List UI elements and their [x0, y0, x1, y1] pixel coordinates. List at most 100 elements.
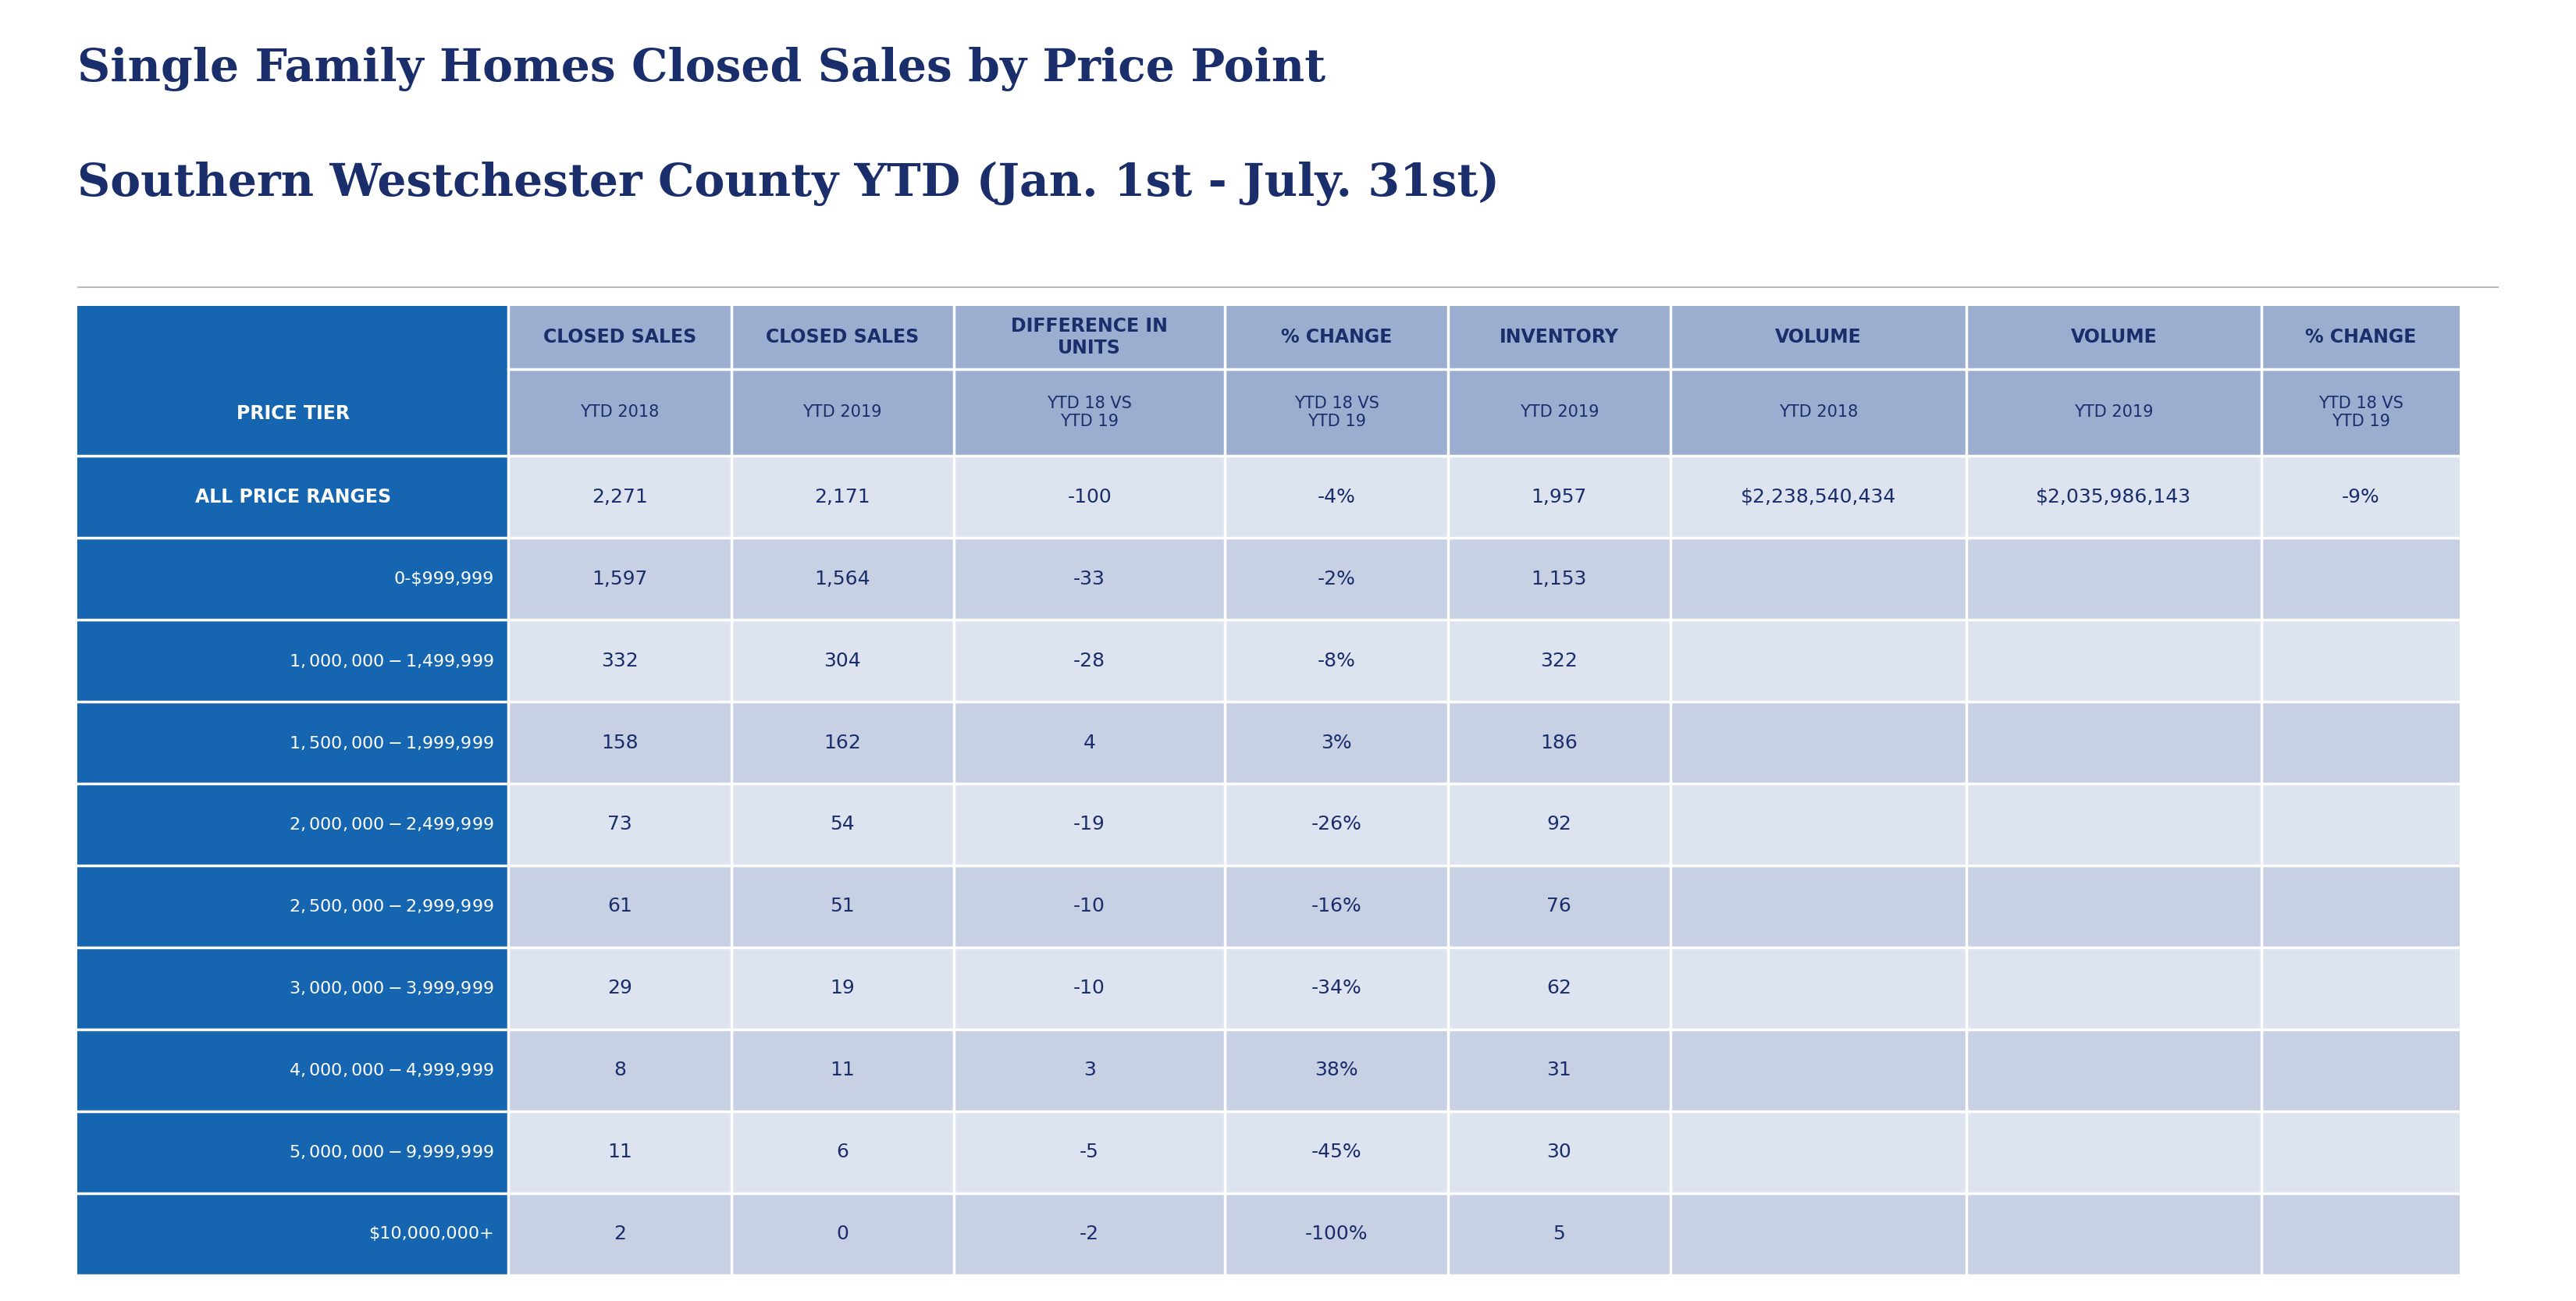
Text: -8%: -8% — [1316, 652, 1355, 670]
Bar — [2262, 865, 2460, 947]
Bar — [953, 701, 1226, 783]
Bar — [1226, 1111, 1448, 1193]
Bar — [732, 701, 953, 783]
Bar — [1226, 783, 1448, 865]
Bar — [2262, 455, 2460, 537]
Text: 11: 11 — [608, 1142, 631, 1162]
Text: -9%: -9% — [2342, 488, 2380, 506]
Bar — [1672, 947, 1965, 1029]
Text: 158: 158 — [600, 734, 639, 752]
Text: 19: 19 — [829, 978, 855, 998]
Bar — [2262, 947, 2460, 1029]
Bar — [1226, 1029, 1448, 1111]
Bar — [953, 1193, 1226, 1275]
Bar — [2262, 306, 2460, 368]
Bar — [77, 619, 507, 701]
Text: $4,000,000 - $4,999,999: $4,000,000 - $4,999,999 — [289, 1062, 495, 1079]
Bar — [953, 947, 1226, 1029]
Text: $1,000,000 - $1,499,999: $1,000,000 - $1,499,999 — [289, 652, 495, 669]
Bar — [77, 1029, 507, 1111]
Bar — [1672, 368, 1965, 455]
Text: 304: 304 — [824, 652, 860, 670]
Bar — [1672, 1193, 1965, 1275]
Bar — [1448, 865, 1672, 947]
Text: 38%: 38% — [1314, 1060, 1358, 1080]
Text: $2,500,000 - $2,999,999: $2,500,000 - $2,999,999 — [289, 898, 495, 915]
Bar — [732, 619, 953, 701]
Bar — [732, 455, 953, 537]
Bar — [1226, 306, 1448, 368]
Bar — [507, 783, 732, 865]
Text: -2: -2 — [1079, 1224, 1100, 1244]
Text: YTD 18 VS
YTD 19: YTD 18 VS YTD 19 — [2318, 396, 2403, 429]
Text: 2,271: 2,271 — [592, 488, 647, 506]
Bar — [732, 865, 953, 947]
Text: 322: 322 — [1540, 652, 1579, 670]
Text: 73: 73 — [608, 816, 631, 834]
Text: -4%: -4% — [1316, 488, 1355, 506]
Text: -16%: -16% — [1311, 898, 1363, 916]
Bar — [1226, 947, 1448, 1029]
Bar — [732, 1193, 953, 1275]
Text: INVENTORY: INVENTORY — [1499, 328, 1618, 346]
Bar — [2262, 783, 2460, 865]
Bar — [1226, 1193, 1448, 1275]
Bar — [507, 619, 732, 701]
Text: 6: 6 — [837, 1142, 848, 1162]
Text: $2,238,540,434: $2,238,540,434 — [1741, 488, 1896, 506]
Bar — [2262, 1029, 2460, 1111]
Bar — [507, 455, 732, 537]
Text: 1,564: 1,564 — [814, 570, 871, 588]
Text: 3: 3 — [1084, 1060, 1095, 1080]
Bar — [1672, 619, 1965, 701]
Text: -33: -33 — [1074, 570, 1105, 588]
Bar — [1965, 368, 2262, 455]
Bar — [507, 1111, 732, 1193]
Bar — [1672, 783, 1965, 865]
Bar — [1965, 306, 2262, 368]
Text: Southern Westchester County YTD (Jan. 1st - July. 31st): Southern Westchester County YTD (Jan. 1s… — [77, 161, 1499, 206]
Text: -26%: -26% — [1311, 816, 1363, 834]
Text: 162: 162 — [824, 734, 860, 752]
Text: 76: 76 — [1546, 898, 1571, 916]
Bar — [507, 865, 732, 947]
Bar — [1965, 865, 2262, 947]
Bar — [2262, 1111, 2460, 1193]
Bar — [507, 537, 732, 619]
Text: -34%: -34% — [1311, 978, 1363, 998]
Bar — [732, 783, 953, 865]
Text: 5: 5 — [1553, 1224, 1566, 1244]
Bar — [1226, 701, 1448, 783]
Bar — [77, 865, 507, 947]
Text: 51: 51 — [829, 898, 855, 916]
Bar — [1672, 701, 1965, 783]
Bar — [1965, 619, 2262, 701]
Bar — [2262, 1193, 2460, 1275]
Bar — [507, 368, 732, 455]
Bar — [732, 947, 953, 1029]
Bar — [953, 368, 1226, 455]
Bar — [1448, 1193, 1672, 1275]
Bar — [2262, 701, 2460, 783]
Text: YTD 18 VS
YTD 19: YTD 18 VS YTD 19 — [1046, 396, 1131, 429]
Bar — [77, 701, 507, 783]
Text: $10,000,000+: $10,000,000+ — [368, 1227, 495, 1242]
Text: 31: 31 — [1546, 1060, 1571, 1080]
Bar — [1226, 619, 1448, 701]
Text: $1,500,000 - $1,999,999: $1,500,000 - $1,999,999 — [289, 734, 495, 751]
Bar — [1448, 1029, 1672, 1111]
Text: -28: -28 — [1074, 652, 1105, 670]
Bar — [77, 1193, 507, 1275]
Bar — [77, 455, 507, 537]
Bar — [507, 1029, 732, 1111]
Text: 1,597: 1,597 — [592, 570, 647, 588]
Text: -2%: -2% — [1316, 570, 1355, 588]
Text: $5,000,000 - $9,999,999: $5,000,000 - $9,999,999 — [289, 1144, 495, 1160]
Text: CLOSED SALES: CLOSED SALES — [544, 328, 696, 346]
Bar — [732, 537, 953, 619]
Text: -100%: -100% — [1306, 1224, 1368, 1244]
Bar — [732, 368, 953, 455]
Bar — [77, 947, 507, 1029]
Text: 332: 332 — [600, 652, 639, 670]
Bar — [953, 1111, 1226, 1193]
